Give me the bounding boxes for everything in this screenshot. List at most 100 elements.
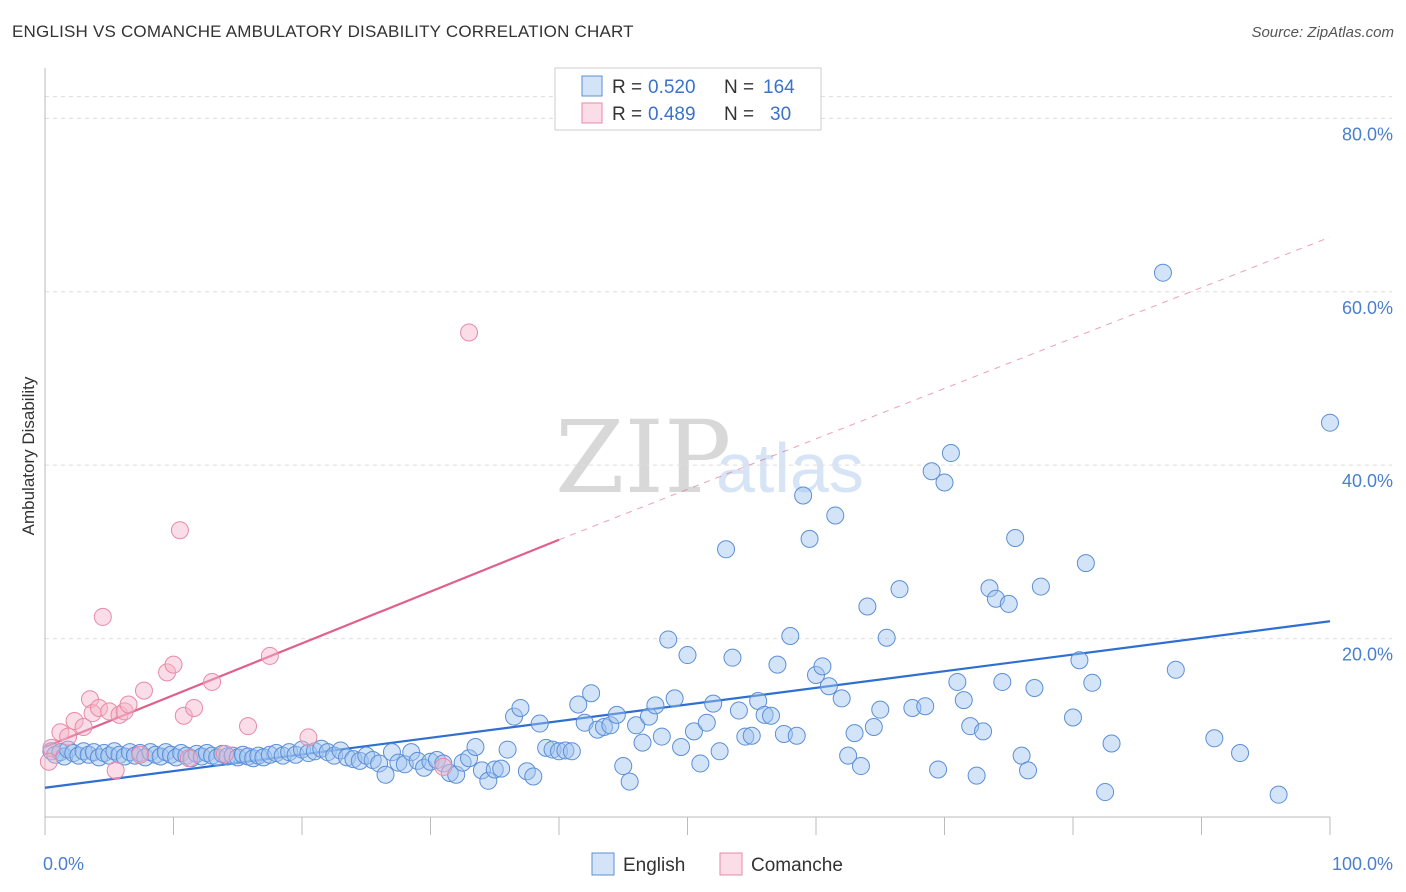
chart-area: ZIP atlas 20.0% 40.0% 60.0% 80.0% 0.0% 100.0%… — [0, 0, 1406, 892]
y-tick-label-60: 60.0% — [1342, 298, 1393, 318]
english-point-104 — [653, 728, 670, 745]
english-point-154 — [994, 673, 1011, 690]
legend-r-value-english: 0.520 — [648, 77, 696, 98]
english-point-126 — [795, 487, 812, 504]
x-tick-label-end: 100.0% — [1332, 854, 1393, 874]
english-point-75 — [467, 738, 484, 755]
english-point-168 — [1167, 661, 1184, 678]
english-point-97 — [608, 706, 625, 723]
english-point-137 — [865, 719, 882, 736]
english-point-134 — [846, 725, 863, 742]
english-point-115 — [724, 649, 741, 666]
comanche-point-21 — [186, 699, 203, 716]
english-point-93 — [583, 685, 600, 702]
english-point-169 — [1206, 730, 1223, 747]
y-tick-label-80: 80.0% — [1342, 124, 1393, 144]
watermark-atlas: atlas — [716, 429, 864, 507]
legend-n-label-comanche: N = — [724, 104, 754, 125]
comanche-point-24 — [240, 718, 257, 735]
legend-n-value-english: 164 — [763, 77, 795, 98]
comanche-trend-extension — [559, 237, 1330, 540]
english-point-124 — [782, 627, 799, 644]
comanche-point-28 — [461, 324, 478, 341]
comanche-point-18 — [171, 522, 188, 539]
comanche-point-8 — [94, 608, 111, 625]
english-point-90 — [563, 743, 580, 760]
english-point-107 — [673, 738, 690, 755]
y-axis-label: Ambulatory Disability — [19, 376, 38, 535]
english-point-131 — [827, 507, 844, 524]
english-point-129 — [814, 658, 831, 675]
english-point-130 — [820, 678, 837, 695]
english-point-85 — [531, 715, 548, 732]
english-point-110 — [692, 755, 709, 772]
comanche-series-label: Comanche — [751, 855, 843, 876]
english-point-139 — [878, 629, 895, 646]
english-point-103 — [647, 697, 664, 714]
english-point-122 — [769, 656, 786, 673]
legend-r-label-comanche: R = — [612, 104, 642, 125]
english-point-151 — [975, 723, 992, 740]
english-point-111 — [698, 714, 715, 731]
english-point-135 — [852, 758, 869, 775]
english-point-172 — [1322, 414, 1339, 431]
y-tick-label-40: 40.0% — [1342, 471, 1393, 491]
comanche-point-14 — [132, 746, 149, 763]
english-point-101 — [634, 734, 651, 751]
english-point-166 — [1103, 735, 1120, 752]
english-point-140 — [891, 581, 908, 598]
english-point-121 — [763, 707, 780, 724]
legend-n-value-comanche: 30 — [770, 104, 791, 125]
english-point-136 — [859, 598, 876, 615]
english-point-99 — [621, 773, 638, 790]
comanche-legend-swatch — [582, 103, 602, 123]
comanche-point-2 — [60, 728, 77, 745]
comanche-point-25 — [261, 647, 278, 664]
english-point-147 — [949, 673, 966, 690]
english-point-144 — [930, 761, 947, 778]
english-point-118 — [743, 727, 760, 744]
watermark-zip: ZIP — [555, 399, 731, 516]
comanche-point-20 — [180, 750, 197, 767]
y-tick-label-20: 20.0% — [1342, 645, 1393, 665]
x-tick-label-start: 0.0% — [43, 854, 84, 874]
english-point-161 — [1065, 709, 1082, 726]
comanche-point-27 — [435, 758, 452, 775]
english-point-170 — [1232, 745, 1249, 762]
comanche-point-13 — [120, 696, 137, 713]
english-point-162 — [1071, 652, 1088, 669]
english-point-156 — [1007, 530, 1024, 547]
english-point-98 — [615, 758, 632, 775]
correlation-legend: R = 0.520 N = 164 R = 0.489 N = 30 — [555, 68, 821, 130]
english-point-150 — [968, 767, 985, 784]
english-point-127 — [801, 530, 818, 547]
english-point-82 — [512, 699, 529, 716]
comanche-point-29 — [40, 753, 57, 770]
comanche-point-17 — [165, 656, 182, 673]
english-point-61 — [377, 766, 394, 783]
comanche-point-26 — [300, 729, 317, 746]
english-point-158 — [1020, 762, 1037, 779]
english-point-164 — [1084, 674, 1101, 691]
english-point-148 — [955, 692, 972, 709]
english-point-163 — [1077, 555, 1094, 572]
comanche-point-15 — [135, 682, 152, 699]
legend-n-label-english: N = — [724, 77, 754, 98]
english-series-swatch — [592, 853, 614, 875]
english-point-167 — [1154, 264, 1171, 281]
legend-r-label-english: R = — [612, 77, 642, 98]
english-point-142 — [917, 698, 934, 715]
english-point-84 — [525, 768, 542, 785]
english-series-label: English — [623, 855, 685, 876]
english-point-80 — [499, 741, 516, 758]
english-point-171 — [1270, 786, 1287, 803]
comanche-series-swatch — [720, 853, 742, 875]
english-point-116 — [730, 702, 747, 719]
english-point-112 — [705, 695, 722, 712]
data-points — [40, 264, 1338, 803]
english-point-108 — [679, 647, 696, 664]
legend-r-value-comanche: 0.489 — [648, 104, 696, 125]
comanche-point-23 — [216, 745, 233, 762]
english-point-146 — [942, 445, 959, 462]
english-point-125 — [788, 727, 805, 744]
